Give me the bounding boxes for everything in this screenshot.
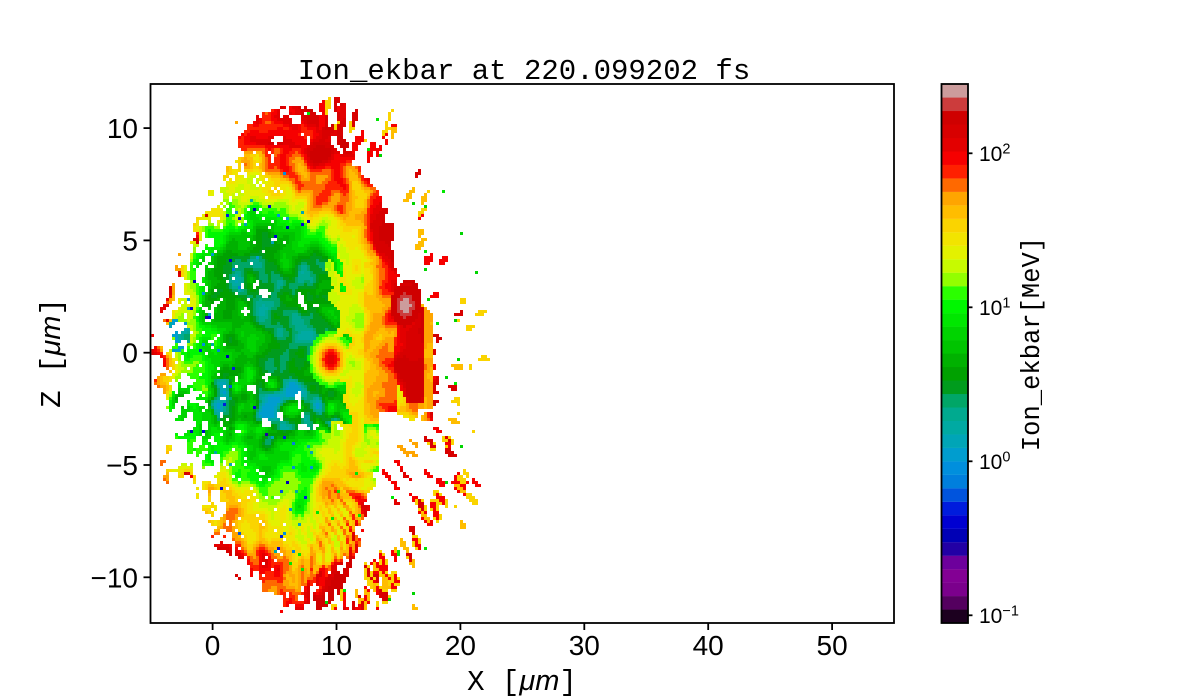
svg-text:0: 0	[122, 338, 138, 369]
svg-text:101: 101	[979, 295, 1010, 320]
svg-text:−5: −5	[106, 450, 138, 481]
svg-text:102: 102	[979, 141, 1010, 166]
svg-text:X [μm]: X [μm]	[467, 665, 577, 699]
svg-text:10−1: 10−1	[979, 603, 1019, 628]
svg-text:40: 40	[693, 630, 724, 661]
svg-text:30: 30	[569, 630, 600, 661]
svg-text:10: 10	[321, 630, 352, 661]
svg-text:5: 5	[122, 225, 138, 256]
svg-text:Ion_ekbar at 220.099202 fs: Ion_ekbar at 220.099202 fs	[298, 55, 750, 88]
svg-text:100: 100	[979, 449, 1010, 474]
svg-text:Z [μm]: Z [μm]	[35, 298, 69, 408]
svg-text:50: 50	[817, 630, 848, 661]
svg-text:Ion_ekbar[MeV]: Ion_ekbar[MeV]	[1018, 237, 1047, 451]
svg-text:10: 10	[107, 113, 138, 144]
svg-text:0: 0	[205, 630, 221, 661]
svg-text:−10: −10	[91, 562, 139, 593]
svg-text:20: 20	[445, 630, 476, 661]
